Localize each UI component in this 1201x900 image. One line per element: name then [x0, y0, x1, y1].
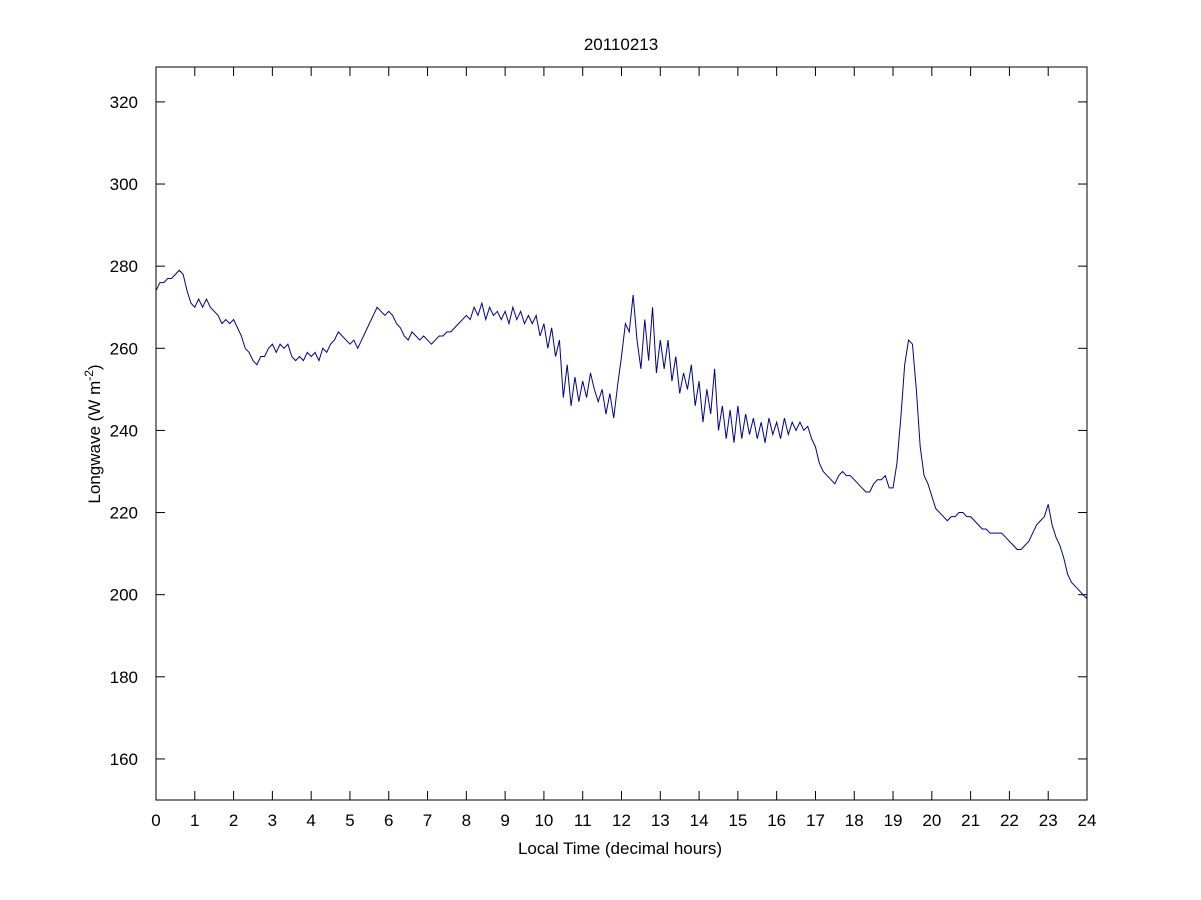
x-tick-label: 15 — [728, 811, 747, 830]
y-tick-label: 220 — [110, 504, 138, 523]
y-tick-label: 160 — [110, 750, 138, 769]
x-tick-label: 20 — [922, 811, 941, 830]
x-tick-label: 13 — [651, 811, 670, 830]
x-tick-label: 1 — [190, 811, 199, 830]
plot-frame — [155, 66, 1088, 801]
y-tick-label: 260 — [110, 339, 138, 358]
x-tick-label: 7 — [423, 811, 432, 830]
y-axis-label-end: ) — [85, 364, 104, 370]
x-tick-label: 22 — [1000, 811, 1019, 830]
y-tick-label: 280 — [110, 257, 138, 276]
y-tick-label: 300 — [110, 175, 138, 194]
x-tick-label: 18 — [845, 811, 864, 830]
y-axis-label: Longwave (W m-2) — [82, 364, 104, 503]
x-tick-label: 4 — [306, 811, 315, 830]
x-tick-label: 0 — [151, 811, 160, 830]
x-tick-label: 3 — [268, 811, 277, 830]
x-tick-label: 2 — [229, 811, 238, 830]
x-tick-label: 12 — [612, 811, 631, 830]
y-tick-label: 240 — [110, 421, 138, 440]
x-tick-label: 24 — [1078, 811, 1097, 830]
x-tick-label: 5 — [345, 811, 354, 830]
y-axis-label-superscript: -2 — [82, 370, 96, 381]
data-line — [155, 269, 1088, 600]
chart-title: 20110213 — [584, 35, 658, 54]
y-tick-label: 180 — [110, 668, 138, 687]
x-tick-label: 19 — [884, 811, 903, 830]
x-tick-label: 10 — [534, 811, 553, 830]
x-tick-label: 16 — [767, 811, 786, 830]
x-tick-label: 9 — [500, 811, 509, 830]
y-tick-label: 200 — [110, 586, 138, 605]
y-axis-label-text: Longwave (W m — [85, 381, 104, 504]
x-tick-label: 23 — [1039, 811, 1058, 830]
x-tick-label: 21 — [961, 811, 980, 830]
y-tick-label: 320 — [110, 93, 138, 112]
x-axis-label: Local Time (decimal hours) — [518, 839, 722, 858]
x-tick-label: 14 — [690, 811, 709, 830]
x-tick-label: 8 — [462, 811, 471, 830]
x-tick-label: 11 — [574, 811, 592, 830]
x-tick-label: 17 — [806, 811, 825, 830]
x-tick-label: 6 — [384, 811, 393, 830]
